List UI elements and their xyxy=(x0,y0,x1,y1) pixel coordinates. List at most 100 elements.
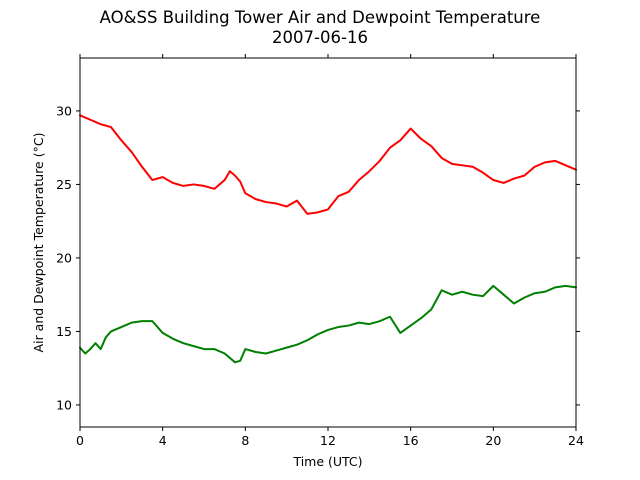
data-point-s1 xyxy=(110,330,112,332)
data-point-s0 xyxy=(358,179,360,181)
data-point-s1 xyxy=(239,360,241,362)
series-layer xyxy=(79,114,577,364)
data-point-s0 xyxy=(327,208,329,210)
x-tick-label: 8 xyxy=(241,433,249,448)
data-point-s1 xyxy=(503,294,505,296)
data-point-s1 xyxy=(544,291,546,293)
y-tick-label: 10 xyxy=(56,397,72,412)
data-point-s0 xyxy=(389,147,391,149)
data-point-s1 xyxy=(131,322,133,324)
data-point-s1 xyxy=(472,294,474,296)
data-point-s0 xyxy=(337,195,339,197)
data-point-s1 xyxy=(255,351,257,353)
data-point-s0 xyxy=(430,145,432,147)
data-point-s0 xyxy=(213,188,215,190)
data-point-s0 xyxy=(513,178,515,180)
x-tick-label: 12 xyxy=(320,433,336,448)
y-tick-label: 20 xyxy=(56,250,72,265)
x-tick-label: 0 xyxy=(76,433,84,448)
data-point-s0 xyxy=(239,180,241,182)
data-point-s1 xyxy=(296,344,298,346)
data-point-s1 xyxy=(193,345,195,347)
data-point-s0 xyxy=(162,176,164,178)
data-point-s1 xyxy=(430,308,432,310)
data-point-s0 xyxy=(286,205,288,207)
data-point-s0 xyxy=(410,128,412,130)
data-point-s0 xyxy=(265,201,267,203)
chart-title: AO&SS Building Tower Air and Dewpoint Te… xyxy=(99,8,541,27)
plot-frame xyxy=(79,57,577,428)
data-point-s1 xyxy=(358,322,360,324)
data-point-s0 xyxy=(131,151,133,153)
data-point-s1 xyxy=(120,326,122,328)
data-point-s1 xyxy=(441,289,443,291)
data-point-s0 xyxy=(151,179,153,181)
y-tick-label: 25 xyxy=(56,177,72,192)
data-point-s0 xyxy=(234,175,236,177)
data-point-s1 xyxy=(389,316,391,318)
data-point-s1 xyxy=(306,339,308,341)
data-point-s0 xyxy=(244,192,246,194)
data-point-s0 xyxy=(255,198,257,200)
y-axis-label: Air and Dewpoint Temperature (°C) xyxy=(31,133,46,353)
data-point-s0 xyxy=(229,170,231,172)
data-point-s0 xyxy=(296,200,298,202)
data-point-s1 xyxy=(95,342,97,344)
data-point-s0 xyxy=(472,166,474,168)
data-point-s1 xyxy=(379,320,381,322)
x-tick-label: 20 xyxy=(485,433,501,448)
ticks-layer: 0 4 8 12 16 20 24 10 15 20 25 30 xyxy=(56,54,584,448)
data-point-s1 xyxy=(554,286,556,288)
data-point-s0 xyxy=(182,185,184,187)
x-tick-label: 16 xyxy=(403,433,419,448)
data-point-s1 xyxy=(410,325,412,327)
data-point-s1 xyxy=(399,332,401,334)
x-tick-label: 24 xyxy=(568,433,584,448)
data-point-s1 xyxy=(513,303,515,305)
data-point-s1 xyxy=(482,295,484,297)
series-line-0 xyxy=(79,114,577,215)
data-point-s0 xyxy=(120,139,122,141)
data-point-s1 xyxy=(84,352,86,354)
data-point-s0 xyxy=(534,166,536,168)
data-point-s0 xyxy=(317,211,319,213)
data-point-s1 xyxy=(100,348,102,350)
chart-subtitle: 2007-06-16 xyxy=(272,28,368,47)
data-point-s0 xyxy=(275,203,277,205)
x-tick-label: 4 xyxy=(159,433,167,448)
data-point-s0 xyxy=(544,161,546,163)
data-point-s0 xyxy=(482,172,484,174)
data-point-s0 xyxy=(523,175,525,177)
data-point-s1 xyxy=(244,348,246,350)
data-point-s1 xyxy=(534,292,536,294)
y-tick-label: 30 xyxy=(56,103,72,118)
data-point-s1 xyxy=(275,350,277,352)
data-point-s1 xyxy=(213,348,215,350)
data-point-s0 xyxy=(451,163,453,165)
data-point-s0 xyxy=(100,123,102,125)
data-point-s0 xyxy=(554,160,556,162)
data-point-s0 xyxy=(368,170,370,172)
data-point-s1 xyxy=(327,329,329,331)
data-point-s0 xyxy=(348,191,350,193)
data-point-s1 xyxy=(89,348,91,350)
y-tick-label: 15 xyxy=(56,324,72,339)
data-point-s1 xyxy=(182,342,184,344)
data-point-s1 xyxy=(141,320,143,322)
data-point-s1 xyxy=(348,325,350,327)
series-line-1 xyxy=(79,284,577,364)
data-point-s1 xyxy=(224,352,226,354)
data-point-s1 xyxy=(234,361,236,363)
data-point-s0 xyxy=(461,164,463,166)
data-point-s0 xyxy=(503,182,505,184)
data-point-s0 xyxy=(172,182,174,184)
data-point-s1 xyxy=(203,348,205,350)
data-point-s0 xyxy=(224,179,226,181)
data-point-s1 xyxy=(105,336,107,338)
data-point-s1 xyxy=(420,317,422,319)
data-point-s0 xyxy=(492,179,494,181)
data-point-s0 xyxy=(565,164,567,166)
data-point-s1 xyxy=(317,333,319,335)
data-point-s1 xyxy=(337,326,339,328)
